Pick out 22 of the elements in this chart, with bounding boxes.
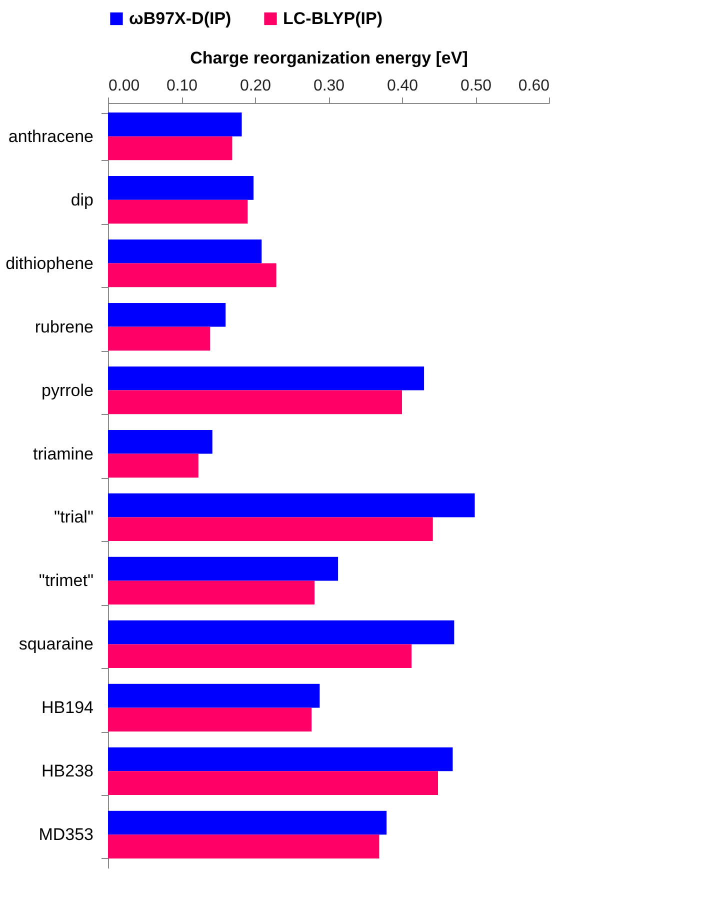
y-tick-label: rubrene xyxy=(34,317,94,336)
y-tick-label: triamine xyxy=(33,444,94,464)
y-tick-label: HB238 xyxy=(42,762,94,781)
x-tick-label: 0.60 xyxy=(518,78,550,94)
y-tick-label: "trimet" xyxy=(38,571,94,590)
x-tick-label: 0.10 xyxy=(166,78,198,94)
x-tick-label: 0.50 xyxy=(460,78,492,94)
legend-label: ωB97X-D(IP) xyxy=(129,8,232,28)
y-tick-label: dip xyxy=(70,190,94,210)
x-tick-label: 0.30 xyxy=(313,78,345,94)
y-tick-label: MD353 xyxy=(38,825,94,844)
y-tick-label: pyrrole xyxy=(42,380,94,400)
x-tick-label: 0.40 xyxy=(386,78,418,94)
y-tick-label: HB194 xyxy=(42,698,94,718)
y-tick-label: "trial" xyxy=(54,508,94,527)
y-tick-label: dithiophene xyxy=(6,254,94,273)
y-tick-label: squaraine xyxy=(18,634,94,654)
x-tick-label: 0.20 xyxy=(240,78,272,94)
x-tick-label: 0.00 xyxy=(108,78,140,94)
y-tick-label: anthracene xyxy=(8,126,94,146)
legend-label: LC-BLYP(IP) xyxy=(283,8,382,28)
x-axis-title: Charge reorganization energy [eV] xyxy=(190,48,468,68)
